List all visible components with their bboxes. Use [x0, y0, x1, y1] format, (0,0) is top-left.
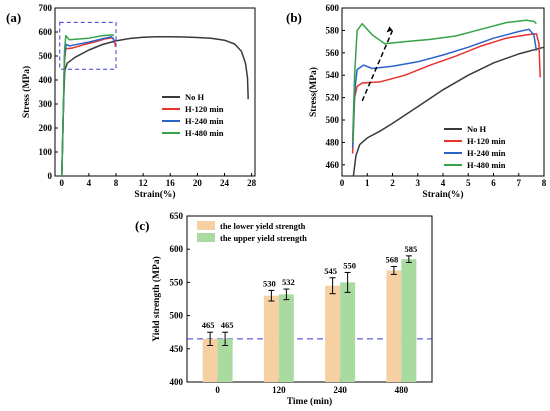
y-tick-label: 480 — [326, 137, 340, 147]
y-axis-title: Stress(MPa) — [308, 67, 319, 117]
data-label: 585 — [405, 244, 418, 254]
panel-label: (a) — [6, 10, 21, 25]
trend-arrow-head — [386, 26, 393, 33]
legend-label: H-480 min — [185, 128, 224, 138]
series-line-h-480-min — [351, 19, 537, 143]
legend-label: No H — [185, 92, 205, 102]
y-tick-label: 540 — [326, 70, 340, 80]
y-tick-label: 300 — [39, 99, 53, 109]
bar-lower-120 — [263, 295, 279, 382]
bar-upper-120 — [278, 294, 294, 382]
plot-frame — [186, 215, 433, 383]
legend-swatch — [197, 221, 215, 230]
y-tick-label: 400 — [39, 75, 53, 85]
data-label: 532 — [282, 277, 295, 287]
series-line-no-h — [61, 36, 249, 177]
y-tick-label: 560 — [326, 48, 340, 58]
x-tick-label: 5 — [466, 178, 471, 188]
x-tick-label: 240 — [333, 385, 347, 395]
y-tick-label: 450 — [170, 344, 184, 354]
legend-label: No H — [467, 124, 487, 134]
bar-lower-0 — [202, 338, 218, 382]
x-tick-label: 3 — [416, 178, 421, 188]
data-label: 530 — [263, 278, 276, 288]
legend-label: H-120 min — [467, 136, 506, 146]
x-tick-label: 7 — [517, 178, 522, 188]
x-tick-label: 12 — [139, 178, 149, 188]
x-tick-label: 4 — [87, 178, 92, 188]
series-line-h-240-min — [61, 36, 115, 177]
panel-label: (c) — [135, 218, 149, 233]
x-axis-title: Time (min) — [287, 396, 332, 407]
y-tick-label: 500 — [326, 115, 340, 125]
data-label: 550 — [343, 260, 356, 270]
x-tick-label: 8 — [114, 178, 119, 188]
x-tick-label: 8 — [542, 178, 547, 188]
x-tick-label: 120 — [272, 385, 286, 395]
y-tick-label: 500 — [39, 51, 53, 61]
data-label: 545 — [324, 266, 337, 276]
x-tick-label: 6 — [491, 178, 496, 188]
x-tick-label: 20 — [193, 178, 203, 188]
x-tick-label: 0 — [60, 178, 65, 188]
x-tick-label: 480 — [395, 385, 409, 395]
x-tick-label: 1 — [365, 178, 370, 188]
y-tick-label: 700 — [39, 3, 53, 13]
bar-upper-240 — [340, 282, 356, 382]
y-tick-label: 100 — [39, 147, 53, 157]
bar-upper-480 — [401, 259, 417, 382]
data-label: 465 — [221, 320, 234, 330]
series-line-h-120-min — [351, 33, 541, 154]
series-line-no-h — [352, 46, 545, 177]
y-axis-title: Stress (MPa) — [21, 66, 32, 118]
panel-a: 0 4 8 12 16 20 24 28 0 100 200 300 400 500 600 700 Strai… — [6, 3, 257, 200]
zoom-region-box — [59, 21, 117, 70]
legend-swatch — [197, 233, 215, 242]
x-tick-label: 0 — [340, 178, 345, 188]
y-tick-label: 550 — [170, 277, 184, 287]
data-label: 568 — [386, 254, 399, 264]
legend-label: H-480 min — [467, 160, 506, 170]
legend-label: H-240 min — [185, 116, 224, 126]
y-tick-label: 580 — [326, 25, 340, 35]
panel-b: 0 1 2 3 4 5 6 7 8 460 480 500 520 540 560 580 600 Strain(… — [286, 3, 547, 200]
y-tick-label: 460 — [326, 160, 340, 170]
bar-upper-0 — [217, 338, 233, 382]
legend-label: H-240 min — [467, 148, 506, 158]
y-tick-label: 500 — [170, 311, 184, 321]
y-tick-label: 600 — [326, 3, 340, 13]
x-tick-label: 16 — [166, 178, 176, 188]
legend-label: the upper yield strength — [220, 233, 307, 243]
x-tick-label: 24 — [220, 178, 230, 188]
x-tick-label: 2 — [390, 178, 395, 188]
x-tick-label: 0 — [215, 385, 220, 395]
y-tick-label: 0 — [48, 171, 53, 181]
x-axis-title: Strain(%) — [422, 189, 463, 200]
panel-label: (b) — [286, 10, 302, 25]
legend-label: H-120 min — [185, 104, 224, 114]
y-tick-label: 400 — [170, 377, 184, 387]
x-tick-label: 4 — [441, 178, 446, 188]
y-tick-label: 600 — [39, 27, 53, 37]
bar-lower-480 — [386, 270, 402, 382]
x-tick-label: 28 — [247, 178, 257, 188]
y-tick-label: 200 — [39, 123, 53, 133]
y-tick-label: 520 — [326, 93, 340, 103]
y-axis-title: Yield strength (MPa) — [151, 256, 162, 342]
series-line-h-120-min — [61, 37, 117, 177]
series-line-h-480-min — [61, 34, 115, 177]
trend-arrow — [361, 30, 394, 102]
y-tick-label: 650 — [170, 211, 184, 221]
series-line-h-240-min — [351, 28, 538, 149]
panel-c: 400 450 500 550 600 650 0 465 465 120 530 532 240 545… — [135, 211, 433, 407]
y-tick-label: 600 — [170, 244, 184, 254]
x-axis-title: Strain(%) — [134, 189, 175, 200]
data-label: 465 — [202, 320, 215, 330]
bar-lower-240 — [325, 285, 341, 382]
plot-frame — [54, 7, 256, 177]
legend-label: the lower yield strength — [220, 221, 306, 231]
